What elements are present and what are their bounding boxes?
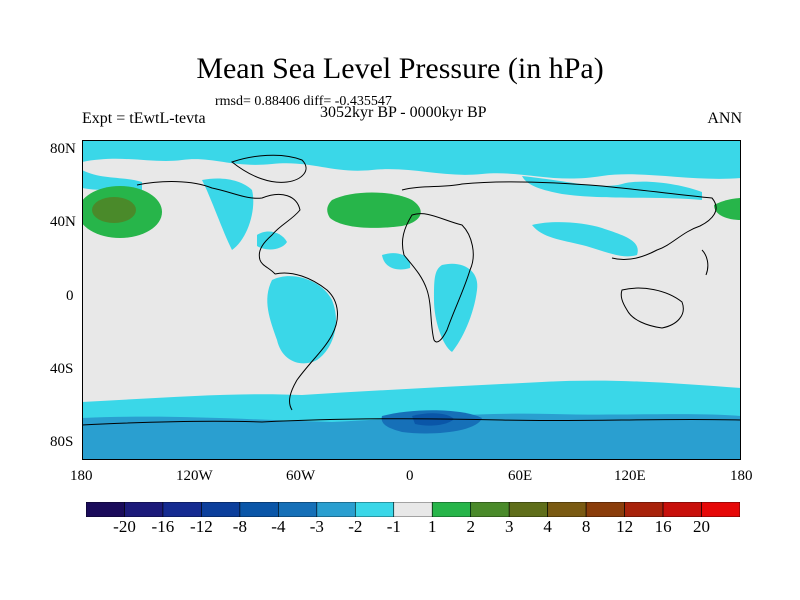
colorbar-label: 4 (543, 517, 552, 536)
colorbar-label: -20 (113, 517, 136, 536)
colorbar-label: -4 (271, 517, 286, 536)
colorbar-label: 12 (616, 517, 634, 536)
lat-label: 40S (50, 361, 74, 377)
colorbar-box (239, 502, 279, 517)
colorbar-box (547, 502, 587, 517)
colorbar-label: 3 (504, 517, 514, 536)
map-title: Mean Sea Level Pressure (in hPa) (196, 52, 604, 85)
period-label: 3052kyr BP - 0000kyr BP (320, 104, 487, 121)
colorbar-box (354, 502, 395, 517)
colorbar-label: -8 (232, 517, 247, 536)
arctic-anomaly (82, 140, 741, 270)
lon-label: 180 (730, 468, 753, 484)
colorbar-label: -3 (309, 517, 324, 536)
positive-anomaly (82, 186, 741, 238)
map-frame (82, 140, 741, 460)
lon-label: 180 (70, 468, 93, 484)
colorbar-label: -16 (151, 517, 175, 536)
lon-label: 60E (508, 468, 533, 484)
colorbar-label: -12 (190, 517, 213, 536)
lon-label: 120E (614, 468, 646, 484)
lat-label: 80N (50, 141, 76, 157)
season-label: ANN (707, 110, 742, 127)
colorbar-box (701, 502, 740, 517)
colorbar-box (470, 502, 510, 517)
colorbar-box (86, 502, 125, 517)
colorbar-box (316, 502, 356, 517)
colorbar-label: 2 (466, 517, 475, 536)
colorbar-label: 1 (427, 517, 437, 536)
colorbar-box (124, 502, 164, 517)
colorbar (86, 502, 740, 517)
colorbar-label: 20 (693, 517, 710, 536)
colorbar-label: 8 (581, 517, 591, 536)
lon-label: 120W (176, 468, 213, 484)
experiment-label: Expt = tEwtL-tevta (82, 110, 206, 127)
lat-label: 0 (66, 288, 74, 304)
stats-label: rmsd= 0.88406 diff= -0.435547 (215, 94, 392, 109)
lon-label: 60W (286, 468, 316, 484)
colorbar-box (393, 502, 433, 517)
colorbar-box (624, 502, 664, 517)
colorbar-label: 16 (654, 517, 672, 536)
colorbar-box (201, 502, 241, 517)
colorbar-box (278, 502, 318, 517)
lon-label: 0 (406, 468, 414, 484)
colorbar-box (162, 502, 202, 517)
colorbar-box (431, 502, 472, 517)
colorbar-label: -1 (386, 517, 401, 536)
colorbar-box (662, 502, 702, 517)
lat-label: 80S (50, 434, 74, 450)
colorbar-label: -2 (348, 517, 363, 536)
colorbar-box (508, 502, 548, 517)
pressure-map (82, 140, 741, 460)
colorbar-box (585, 502, 625, 517)
southern-ocean-anomaly (82, 380, 741, 460)
lat-label: 40N (50, 214, 76, 230)
coastlines (82, 154, 741, 426)
